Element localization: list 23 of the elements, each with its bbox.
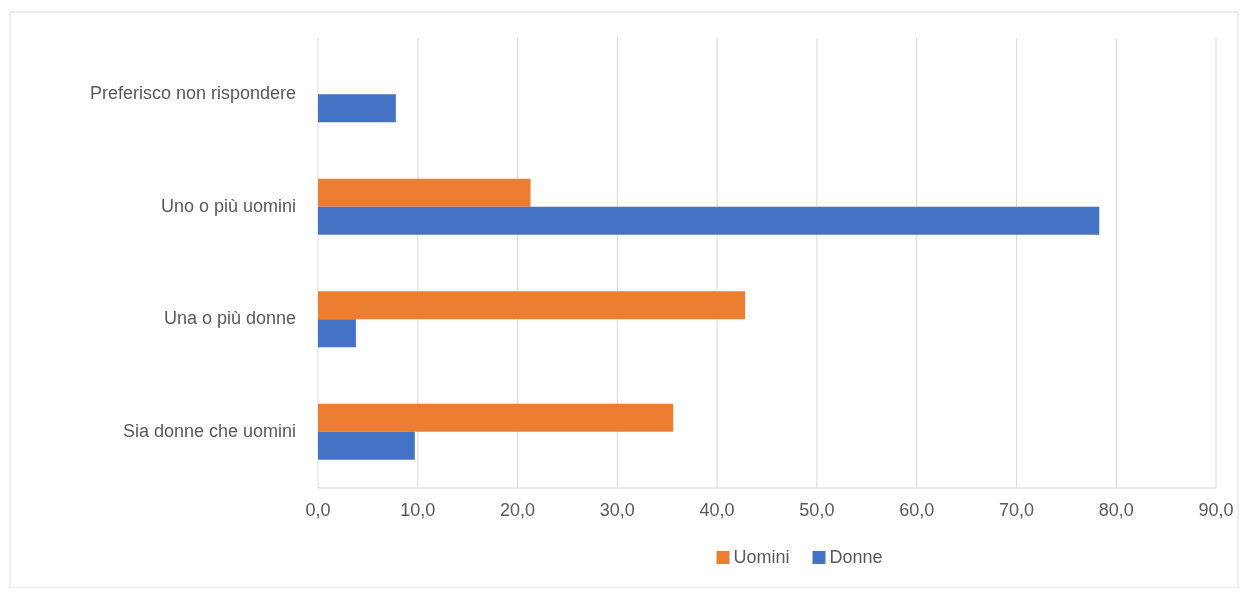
x-tick-label: 40,0	[699, 500, 735, 520]
bar	[318, 206, 1100, 235]
x-tick-label: 30,0	[599, 500, 635, 520]
y-tick-label: Preferisco non rispondere	[89, 83, 296, 103]
x-tick-label: 80,0	[1098, 500, 1134, 520]
x-tick-label: 50,0	[799, 500, 835, 520]
bar	[318, 403, 674, 432]
bar	[318, 431, 415, 460]
y-tick-label: Sia donne che uomini	[122, 420, 296, 441]
x-tick-label: 70,0	[998, 500, 1034, 520]
bar	[318, 178, 531, 207]
legend-label: Uomini	[733, 546, 790, 567]
x-tick-label: 0,0	[305, 500, 331, 520]
x-tick-label: 60,0	[899, 500, 935, 520]
y-tick-label: Una o più donne	[163, 308, 296, 328]
y-tick-label: Uno o più uomini	[160, 195, 296, 216]
bar	[318, 291, 746, 320]
x-tick-label: 10,0	[400, 500, 436, 520]
x-tick-label: 20,0	[500, 500, 536, 520]
bar	[318, 319, 356, 348]
bar	[318, 94, 396, 123]
legend-label: Donne	[829, 546, 883, 567]
x-tick-label: 90,0	[1198, 500, 1234, 520]
